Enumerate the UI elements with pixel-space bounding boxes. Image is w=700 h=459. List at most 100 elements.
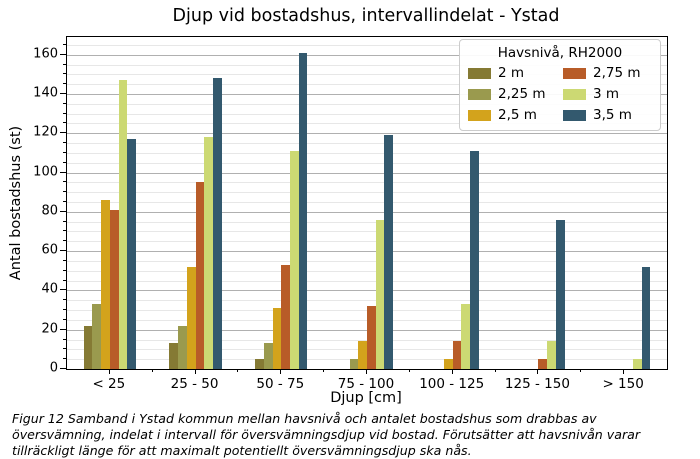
y-tick-mark [62, 348, 66, 350]
bar [384, 135, 394, 369]
bar [109, 209, 119, 369]
x-tick-label: < 25 [92, 376, 126, 392]
bar [263, 343, 273, 369]
figure-caption: Figur 12 Samband i Ystad kommun mellan h… [12, 411, 641, 459]
minor-gridline [67, 182, 667, 184]
y-tick-mark [62, 142, 66, 144]
x-tick-mark [366, 369, 367, 374]
x-tick-label: > 150 [602, 376, 644, 392]
y-tick-mark [60, 250, 66, 252]
y-tick-mark [60, 210, 66, 212]
minor-gridline [67, 103, 667, 105]
x-tick-label: 75 - 100 [337, 376, 395, 392]
x-tick-mark [108, 369, 110, 374]
minor-gridline [67, 300, 667, 302]
y-tick-mark [60, 92, 66, 94]
legend-label: 2,75 m [593, 65, 641, 81]
legend-item: 2,75 m [563, 65, 652, 81]
major-gridline [67, 93, 667, 95]
x-minor-tick-mark [237, 369, 239, 372]
y-tick-mark [62, 102, 66, 104]
major-gridline [67, 54, 667, 56]
legend-label: 2 m [498, 65, 525, 81]
minor-gridline [67, 152, 667, 154]
y-tick-mark [60, 53, 66, 55]
y-tick-mark [60, 328, 66, 330]
major-gridline [67, 211, 667, 213]
y-tick-mark [62, 73, 66, 75]
bar [538, 359, 548, 369]
legend-swatch [563, 67, 586, 79]
x-tick-mark [451, 369, 453, 374]
y-tick-mark [62, 299, 66, 301]
y-tick-label: 120 [33, 124, 58, 140]
bar [367, 306, 376, 369]
legend-items: 2 m 2,25 m 2,5 m 2,75 m 3 m 3,5 m [468, 65, 652, 123]
y-tick-mark [62, 151, 66, 153]
bar [358, 341, 367, 369]
y-tick-mark [62, 358, 66, 360]
y-tick-mark [62, 269, 66, 271]
x-tick-mark [280, 369, 282, 374]
minor-gridline [67, 202, 667, 204]
major-gridline [67, 251, 667, 253]
y-tick-mark [62, 161, 66, 163]
major-gridline [67, 133, 667, 135]
y-tick-label: 80 [41, 203, 58, 219]
y-tick-mark [62, 112, 66, 114]
x-tick-label: 125 - 150 [504, 376, 570, 392]
minor-gridline [67, 123, 667, 125]
y-tick-mark [60, 289, 66, 291]
y-tick-mark [62, 181, 66, 183]
y-tick-mark [60, 132, 66, 134]
bar [127, 139, 136, 369]
legend-item: 2,25 m [468, 86, 557, 102]
bar [83, 325, 93, 369]
x-tick-label: 100 - 125 [419, 376, 485, 392]
bar [101, 200, 110, 369]
bar [375, 219, 385, 369]
legend-title: Havsnivå, RH2000 [497, 45, 623, 61]
y-tick-mark [62, 279, 66, 281]
minor-gridline [67, 280, 667, 282]
major-gridline [67, 290, 667, 292]
y-tick-mark [62, 240, 66, 242]
legend-item: 3 m [563, 86, 652, 102]
legend-swatch [563, 88, 586, 100]
bar [641, 266, 651, 369]
bar [195, 182, 205, 369]
y-tick-label: 0 [49, 360, 58, 376]
x-tick-mark [623, 369, 625, 374]
minor-gridline [67, 64, 667, 66]
minor-gridline [67, 260, 667, 262]
y-tick-label: 140 [33, 85, 58, 101]
y-tick-mark [60, 171, 66, 173]
bar [632, 359, 642, 369]
minor-gridline [67, 221, 667, 223]
y-tick-mark [62, 338, 66, 340]
bar [281, 264, 290, 369]
chart-title: Djup vid bostadshus, intervallindelat - … [172, 6, 560, 26]
x-tick-label: 50 - 75 [256, 376, 305, 392]
bar [470, 150, 479, 369]
x-minor-tick-mark [580, 369, 582, 372]
x-minor-tick-mark [323, 369, 325, 372]
y-tick-mark [62, 191, 66, 193]
x-minor-tick-mark [494, 369, 496, 372]
bar [289, 150, 299, 369]
bar [92, 304, 102, 369]
x-tick-mark [194, 369, 196, 374]
legend-label: 2,25 m [498, 86, 546, 102]
bar [452, 341, 462, 369]
legend-swatch [468, 88, 491, 100]
y-tick-mark [62, 43, 66, 45]
bar [444, 359, 453, 369]
minor-gridline [67, 44, 667, 46]
bar [212, 78, 222, 369]
y-tick-mark [62, 122, 66, 124]
y-tick-mark [62, 83, 66, 85]
minor-gridline [67, 192, 667, 194]
legend-item: 3,5 m [563, 107, 652, 123]
y-tick-label: 40 [41, 281, 58, 297]
